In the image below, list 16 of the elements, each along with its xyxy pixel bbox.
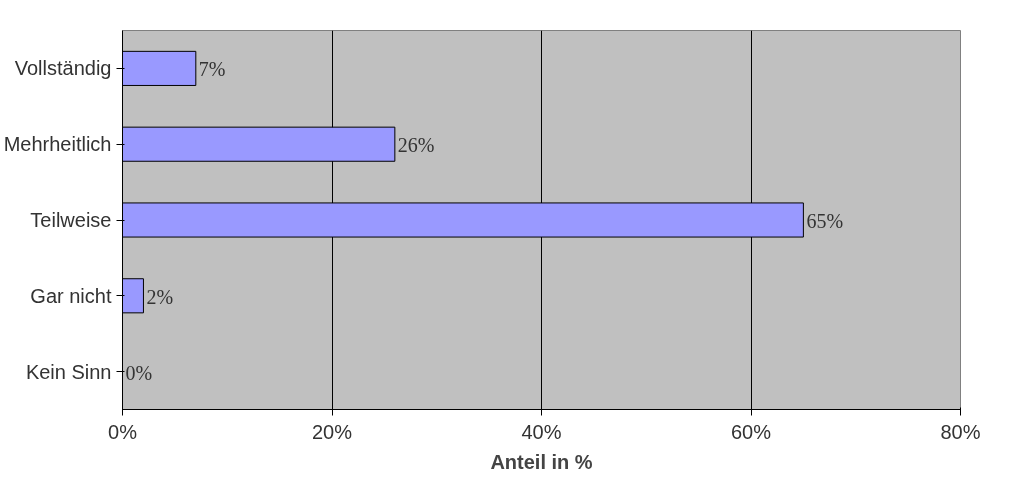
- y-tick-label: Teilweise: [30, 209, 112, 231]
- data-label: 7%: [198, 58, 226, 81]
- x-tick-label: 0%: [108, 420, 138, 443]
- y-tick-label: Mehrheitlich: [3, 133, 112, 156]
- y-tick-label: Vollständig: [14, 57, 112, 80]
- data-label: 2%: [146, 285, 174, 308]
- data-label: 65%: [806, 210, 844, 232]
- x-tick-label: 80%: [940, 420, 981, 443]
- data-label: 0%: [125, 361, 153, 384]
- x-tick-label: 60%: [730, 420, 772, 443]
- data-label: 26%: [397, 134, 435, 157]
- y-tick-label: Kein Sinn: [25, 360, 112, 383]
- x-tick-label: 20%: [311, 420, 353, 443]
- x-tick-label: 40%: [521, 420, 562, 443]
- y-tick-label: Gar nicht: [30, 284, 112, 307]
- x-axis-title: Anteil in %: [490, 450, 593, 473]
